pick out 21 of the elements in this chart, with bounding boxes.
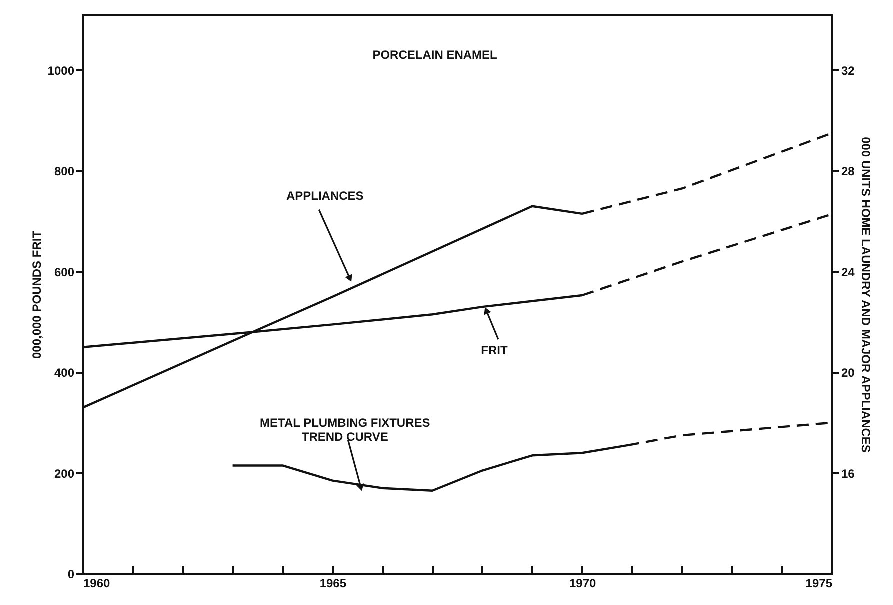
y2-tick-label: 32 <box>842 64 856 78</box>
x-tick-label: 1965 <box>320 576 347 590</box>
y-tick-label: 800 <box>54 164 75 179</box>
x-tick-label: 1960 <box>84 576 111 590</box>
y2-tick-label: 20 <box>842 366 856 380</box>
annotation: APPLIANCES <box>286 188 364 203</box>
y-tick-label: 400 <box>54 366 75 380</box>
y-axis-title: 000,000 POUNDS FRIT <box>30 230 44 360</box>
y2-axis-title: 000 UNITS HOME LAUNDRY AND MAJOR APPLIANCES <box>858 137 873 453</box>
annotation: METAL PLUMBING FIXTURES TREND CURVE <box>260 416 430 444</box>
y-tick-label: 600 <box>54 265 75 280</box>
y2-tick-label: 28 <box>842 164 856 179</box>
y-tick-label: 1000 <box>48 64 75 78</box>
annotation: FRIT <box>481 344 508 358</box>
y2-tick-label: 16 <box>842 466 856 481</box>
y-tick-label: 200 <box>54 466 75 481</box>
y2-tick-label: 24 <box>842 265 856 280</box>
x-tick-label: 1970 <box>569 576 597 590</box>
text: PORCELAIN ENAMEL <box>372 48 498 62</box>
x-tick-label: 1975 <box>806 576 833 590</box>
y-tick-label: 0 <box>68 568 75 582</box>
